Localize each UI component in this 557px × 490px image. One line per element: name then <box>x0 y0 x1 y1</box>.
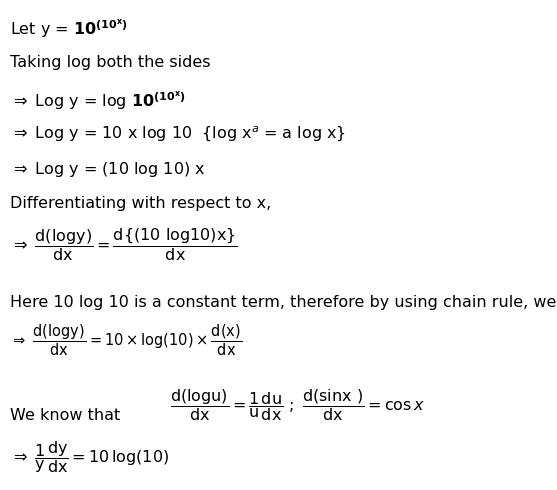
Text: Differentiating with respect to x,: Differentiating with respect to x, <box>10 196 271 211</box>
Text: $\Rightarrow$ Log y = log $\mathbf{10^{(10^x)}}$: $\Rightarrow$ Log y = log $\mathbf{10^{(… <box>10 90 186 113</box>
Text: $\dfrac{\mathrm{d(log u)}}{\mathrm{dx}} = \dfrac{1}{\mathrm{u}}\dfrac{\mathrm{du: $\dfrac{\mathrm{d(log u)}}{\mathrm{dx}} … <box>170 387 425 423</box>
Text: Let y = $\mathbf{10^{(10^x)}}$: Let y = $\mathbf{10^{(10^x)}}$ <box>10 18 128 41</box>
Text: $\Rightarrow\ \dfrac{1}{\mathrm{y}}\dfrac{\mathrm{dy}}{\mathrm{dx}} = 10\,\mathr: $\Rightarrow\ \dfrac{1}{\mathrm{y}}\dfra… <box>10 439 169 475</box>
Text: $\Rightarrow$ Log y = 10 x log 10  {log x$^a$ = a log x}: $\Rightarrow$ Log y = 10 x log 10 {log x… <box>10 125 346 144</box>
Text: Here 10 log 10 is a constant term, therefore by using chain rule, we get: Here 10 log 10 is a constant term, there… <box>10 295 557 310</box>
Text: Taking log both the sides: Taking log both the sides <box>10 55 211 70</box>
Text: We know that: We know that <box>10 408 120 422</box>
Text: $\Rightarrow\ \dfrac{\mathrm{d(log y)}}{\mathrm{dx}} = \dfrac{\mathrm{d\{(10\ lo: $\Rightarrow\ \dfrac{\mathrm{d(log y)}}{… <box>10 226 238 264</box>
Text: $\Rightarrow$ Log y = (10 log 10) x: $\Rightarrow$ Log y = (10 log 10) x <box>10 160 206 179</box>
Text: $\Rightarrow\ \dfrac{\mathrm{d(log y)}}{\mathrm{dx}} = 10 \times \mathrm{log}(10: $\Rightarrow\ \dfrac{\mathrm{d(log y)}}{… <box>10 322 242 358</box>
